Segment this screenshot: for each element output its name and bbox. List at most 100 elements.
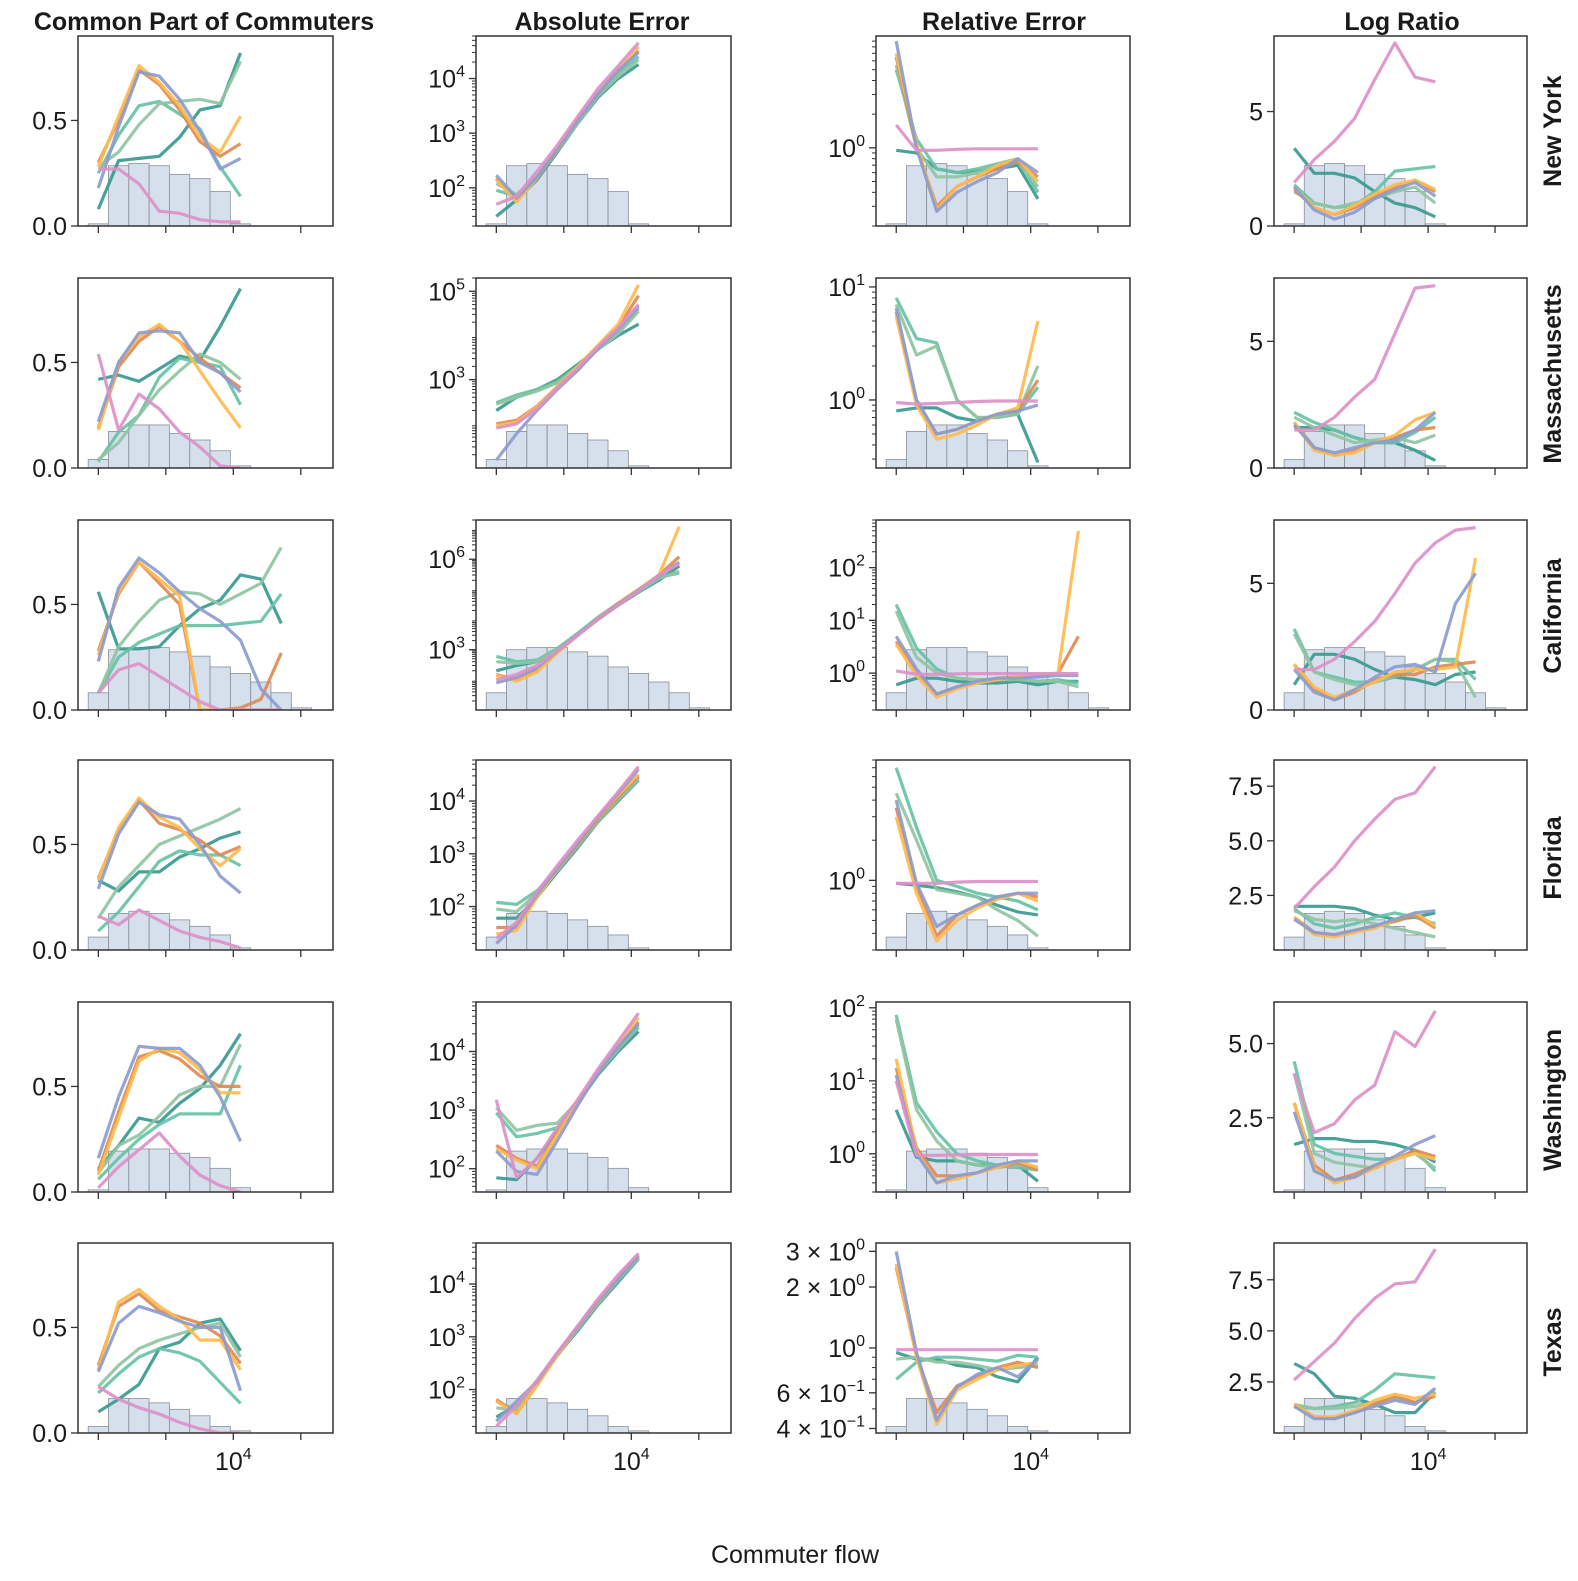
- series-line-5: [1292, 557, 1478, 699]
- histogram: [1283, 163, 1446, 226]
- series-lines: [96, 546, 283, 710]
- histogram-bar: [587, 1415, 609, 1433]
- histogram-bar: [1424, 1430, 1446, 1433]
- y-tick-label: 7.5: [1228, 1267, 1263, 1295]
- axes-frame: [475, 1242, 732, 1434]
- series-line-5: [1292, 410, 1436, 457]
- series-lines: [894, 297, 1040, 464]
- axes-frame: [875, 519, 1131, 711]
- series-lines: [96, 796, 242, 950]
- histogram-bar: [1047, 681, 1069, 710]
- series-line-7: [1294, 284, 1436, 432]
- y-tick-label: 5.0: [1228, 1318, 1263, 1346]
- histogram-bar: [1088, 707, 1110, 710]
- histogram-bar: [607, 934, 629, 950]
- series-line-2: [96, 356, 242, 463]
- series-line-6: [96, 1044, 242, 1159]
- y-tick-label: 104: [428, 1037, 465, 1067]
- histogram-bar: [668, 692, 690, 710]
- series-lines: [1292, 41, 1437, 221]
- histogram-bar: [1424, 465, 1446, 468]
- histogram-bar: [587, 439, 609, 468]
- series-line-3: [97, 1321, 242, 1388]
- y-tick-label: 7.5: [1228, 773, 1263, 801]
- y-tick-label: 101: [828, 272, 865, 302]
- series-lines: [894, 1014, 1039, 1185]
- y-tick-label: 102: [428, 173, 465, 203]
- axes-frame: [875, 277, 1131, 469]
- series-lines: [894, 767, 1039, 943]
- panel-new-york-relative-error: 100: [828, 35, 1131, 233]
- series-line-6: [1292, 411, 1437, 455]
- series-line-4: [496, 294, 640, 426]
- panel-florida-relative-error: 100: [828, 759, 1131, 957]
- histogram-bar: [567, 433, 589, 468]
- series-lines: [894, 1251, 1040, 1426]
- histogram-bar: [986, 1415, 1008, 1433]
- y-tick-label: 2.5: [1228, 882, 1263, 910]
- histogram-bar: [1384, 1415, 1406, 1433]
- histogram-bar: [607, 450, 629, 468]
- y-tick-label: 0: [1249, 697, 1263, 725]
- histogram-bar: [546, 1402, 568, 1433]
- histogram-bar: [567, 173, 589, 226]
- y-tick-label: 104: [428, 786, 465, 816]
- axes-frame: [475, 519, 732, 711]
- axes-frame: [475, 1001, 732, 1193]
- axes-frame: [77, 519, 334, 711]
- axes-frame: [77, 759, 334, 951]
- histogram-bar: [1027, 1187, 1049, 1192]
- series-line-1: [1293, 1136, 1437, 1164]
- series-line-6: [1292, 572, 1477, 702]
- y-tick-label: 105: [428, 276, 465, 306]
- series-line-7: [97, 1131, 241, 1192]
- histogram-bar: [526, 910, 548, 950]
- series-line-3: [1293, 909, 1436, 939]
- histogram-bar: [128, 424, 150, 468]
- series-line-6: [96, 1304, 243, 1392]
- y-tick-label: 0: [1249, 213, 1263, 241]
- series-line-4: [894, 1267, 1039, 1415]
- series-line-5: [96, 63, 242, 168]
- series-line-7: [1293, 765, 1437, 910]
- series-line-7: [96, 353, 241, 468]
- panel-washington-log-ratio: 2.5 5.0: [1228, 1001, 1528, 1199]
- series-line-1: [895, 676, 1079, 687]
- y-tick-label: 0.0: [32, 1420, 67, 1448]
- histogram-bar: [169, 651, 191, 710]
- series-line-7: [495, 1252, 640, 1428]
- histogram-bar: [526, 1398, 548, 1433]
- panel-florida-absolute-error: 102 103 104: [428, 759, 732, 957]
- row-title-3: California: [1539, 557, 1567, 673]
- histogram-bar: [628, 1187, 650, 1192]
- axes-frame: [1273, 1001, 1528, 1193]
- y-tick-label: 100: [828, 865, 865, 895]
- series-line-7: [894, 123, 1038, 152]
- histogram-bar: [567, 919, 589, 950]
- panel-new-york-absolute-error: 102 103 104: [428, 35, 732, 233]
- histogram-bar: [946, 1402, 968, 1433]
- histogram-bar: [1485, 707, 1507, 710]
- x-tick-label: 104: [613, 1446, 650, 1476]
- series-line-6: [96, 329, 242, 423]
- series-lines: [1292, 284, 1437, 462]
- histogram-bar: [607, 666, 629, 710]
- y-tick-label: 103: [428, 839, 465, 869]
- panel-washington-common-part-of-commuters: 0.0 0.5: [32, 1001, 334, 1207]
- series-line-6: [96, 556, 283, 710]
- series-line-5: [894, 315, 1040, 441]
- series-line-6: [894, 307, 1039, 436]
- series-line-1: [97, 1032, 242, 1170]
- histogram-bar: [1424, 1187, 1446, 1192]
- series-line-6: [894, 40, 1039, 213]
- histogram-bar: [1027, 1430, 1049, 1433]
- series-line-3: [96, 546, 283, 694]
- y-tick-label: 0: [1249, 455, 1263, 483]
- histogram-bar: [506, 430, 528, 468]
- histogram-bar: [1283, 936, 1305, 950]
- series-line-2: [96, 592, 283, 694]
- series-line-7: [896, 879, 1038, 885]
- histogram-bar: [1283, 692, 1305, 710]
- series-line-1: [96, 52, 242, 210]
- y-tick-label: 0.5: [32, 591, 67, 619]
